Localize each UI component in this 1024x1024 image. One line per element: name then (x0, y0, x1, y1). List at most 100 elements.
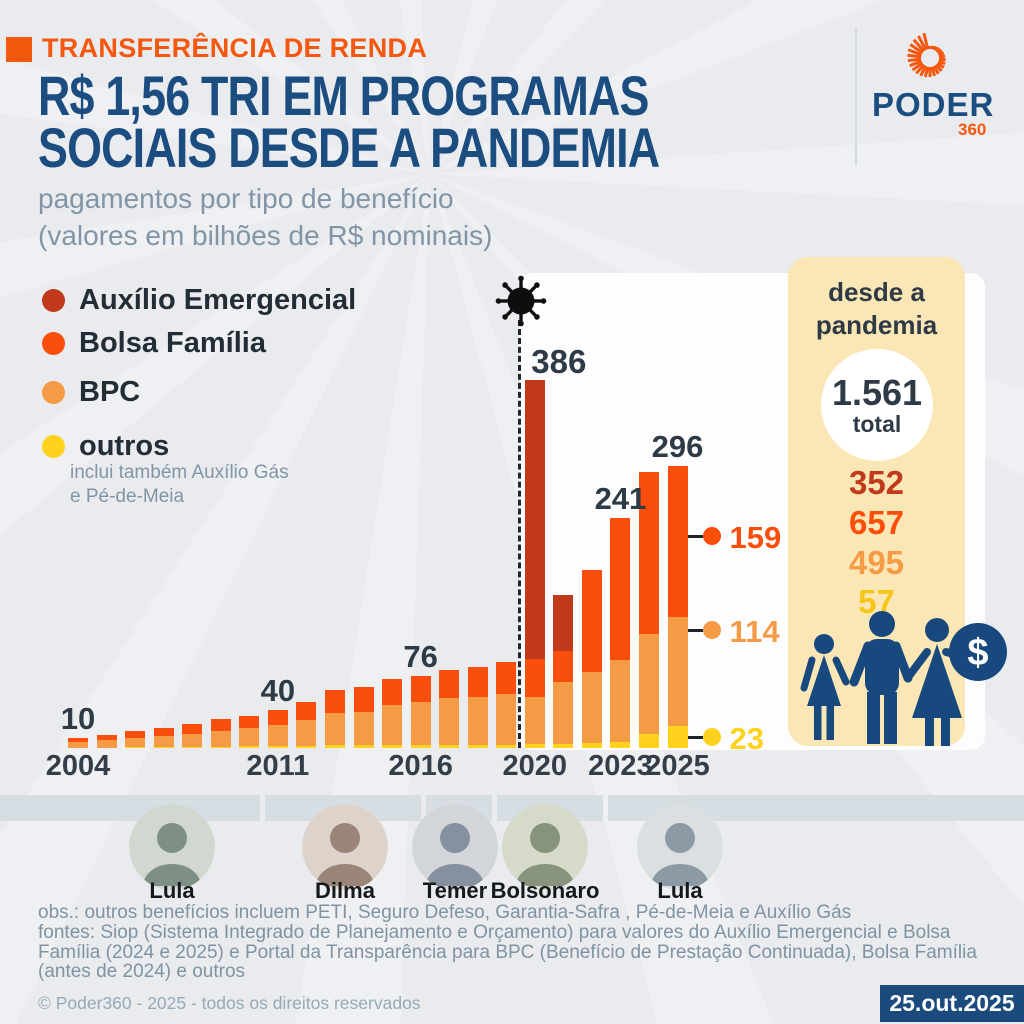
poder360-logo-word: PODER (872, 86, 995, 123)
legend-swatch-icon (42, 332, 65, 355)
president-name-lula-4: Lula (657, 878, 703, 903)
bar-segment-2009-bpc (210, 730, 231, 748)
marker-value-114: 114 (729, 614, 780, 649)
bar-segment-2004-bpc (68, 742, 88, 748)
bar-segment-2021-outros (553, 744, 574, 748)
bar-segment-2019-bpc (496, 693, 517, 746)
bar-segment-2012-bolsa-fam-lia (296, 702, 317, 721)
bar-segment-2013-bolsa-fam-lia (324, 689, 345, 713)
panel-total-aux-lio-emergencial: 352 (848, 464, 905, 501)
bar-segment-2021-aux-lio-emergencial (553, 594, 574, 651)
copyright: © Poder360 - 2025 - todos os direitos re… (38, 993, 421, 1013)
bar-segment-2024-bpc (639, 633, 659, 734)
kicker-label: TRANSFERÊNCIA DE RENDA (42, 33, 428, 63)
marker-line-23 (687, 736, 703, 739)
bar-value-label-2025: 296 (651, 428, 704, 464)
marker-line-114 (687, 629, 703, 632)
president-photo-lula-0 (129, 804, 215, 890)
bar-segment-2025-bpc (667, 617, 688, 727)
bar-segment-2019-outros (496, 745, 517, 748)
bar-segment-2011-outros (267, 746, 288, 748)
president-name-lula-0: Lula (149, 878, 195, 903)
bar-segment-2020-aux-lio-emergencial (524, 380, 545, 660)
bar-segment-2005-bolsa-fam-lia (96, 734, 117, 741)
president-photo-dilma-1 (302, 804, 388, 890)
total-label: total (852, 411, 902, 437)
header-divider (855, 28, 857, 166)
legend-swatch-icon (42, 289, 65, 312)
family-money-icon: $ (792, 608, 1008, 753)
bar-segment-2009-bolsa-fam-lia (210, 719, 231, 731)
bar-value-label-2004: 10 (60, 701, 96, 737)
marker-dot-159 (702, 527, 721, 545)
bar-value-label-2011: 40 (260, 672, 296, 708)
bar-value-label-2020: 386 (531, 343, 587, 381)
marker-dot-23 (702, 728, 721, 746)
legend-note-line-2: e Pé-de-Meia (70, 486, 185, 507)
president-photo-bolsonaro-3 (502, 804, 588, 890)
bar-segment-2011-bolsa-fam-lia (267, 709, 288, 726)
legend-item-bolsa-fam-lia: Bolsa Família (42, 327, 266, 360)
bar-segment-2018-bpc (467, 696, 488, 746)
panel-total-bolsa-fam-lia: 657 (848, 504, 905, 541)
kicker-square (6, 37, 32, 62)
bar-segment-2020-bolsa-fam-lia (524, 659, 545, 697)
bar-segment-2013-outros (324, 745, 345, 748)
bar-segment-2010-bolsa-fam-lia (239, 715, 260, 728)
bar-segment-2023-bolsa-fam-lia (610, 518, 631, 661)
bar-segment-2012-bpc (296, 720, 317, 747)
marker-line-159 (687, 535, 703, 538)
timeline-term-segment-0 (0, 795, 260, 821)
page-subtitle: pagamentos por tipo de benefício (valore… (38, 180, 492, 254)
legend-swatch-icon (42, 435, 65, 458)
bar-segment-2008-bpc (182, 733, 203, 748)
legend-item-label: BPC (79, 376, 141, 408)
bar-segment-2014-outros (353, 745, 374, 748)
x-tick-2011: 2011 (246, 750, 310, 782)
bar-segment-2010-bpc (239, 727, 260, 747)
bar-segment-2007-bpc (153, 735, 174, 748)
legend-item-label: outros (79, 430, 170, 462)
x-tick-2025: 2025 (645, 750, 710, 782)
panel-heading-line-1: desde a (828, 277, 925, 307)
legend-item-aux-lio-emergencial: Auxílio Emergencial (42, 284, 356, 317)
footer-notes: obs.: outros benefícios incluem PETI, Se… (38, 903, 998, 982)
legend-note-line-1: inclui também Auxílio Gás (70, 462, 289, 483)
bar-segment-2023-outros (610, 742, 631, 748)
bar-value-label-2023: 241 (594, 481, 647, 517)
bar-segment-2006-bolsa-fam-lia (125, 730, 146, 738)
legend-item-label: Auxílio Emergencial (79, 284, 357, 316)
bar-segment-2015-bolsa-fam-lia (382, 679, 403, 706)
bar-segment-2025-outros (667, 726, 688, 748)
bar-segment-2022-bpc (581, 671, 602, 744)
bar-segment-2010-outros (239, 746, 260, 748)
bar-segment-2015-bpc (382, 705, 403, 746)
marker-value-159: 159 (729, 520, 782, 555)
marker-value-23: 23 (729, 721, 765, 756)
panel-total-bpc: 495 (848, 544, 905, 581)
bar-segment-2020-bpc (524, 696, 545, 745)
pandemic-dashed-line (518, 320, 521, 748)
bar-segment-2018-outros (467, 745, 488, 748)
bar-segment-2023-bpc (610, 660, 631, 743)
bar-segment-2014-bolsa-fam-lia (353, 687, 374, 712)
bar-segment-2008-bolsa-fam-lia (182, 724, 203, 734)
total-value: 1.561 (831, 372, 923, 413)
bar-segment-2022-outros (581, 743, 602, 748)
bar-segment-2019-bolsa-fam-lia (496, 662, 517, 694)
bar-segment-2021-bpc (553, 682, 574, 745)
bar-segment-2006-bpc (125, 737, 146, 748)
bar-segment-2008-outros (182, 747, 203, 748)
panel-heading: desde a pandemia (788, 276, 965, 342)
virus-icon (495, 275, 547, 332)
bar-segment-2018-bolsa-fam-lia (467, 666, 488, 697)
legend-item-outros: outros (42, 430, 169, 463)
bar-segment-2020-outros (524, 744, 545, 748)
subtitle-line-1: pagamentos por tipo de benefício (38, 183, 454, 214)
legend-note: inclui também Auxílio Gás e Pé-de-Meia (70, 461, 289, 509)
subtitle-line-2: (valores em bilhões de R$ nominais) (38, 220, 493, 251)
bar-segment-2017-bolsa-fam-lia (439, 669, 460, 699)
bar-value-label-2016: 76 (403, 638, 438, 674)
legend-item-bpc: BPC (42, 376, 140, 409)
